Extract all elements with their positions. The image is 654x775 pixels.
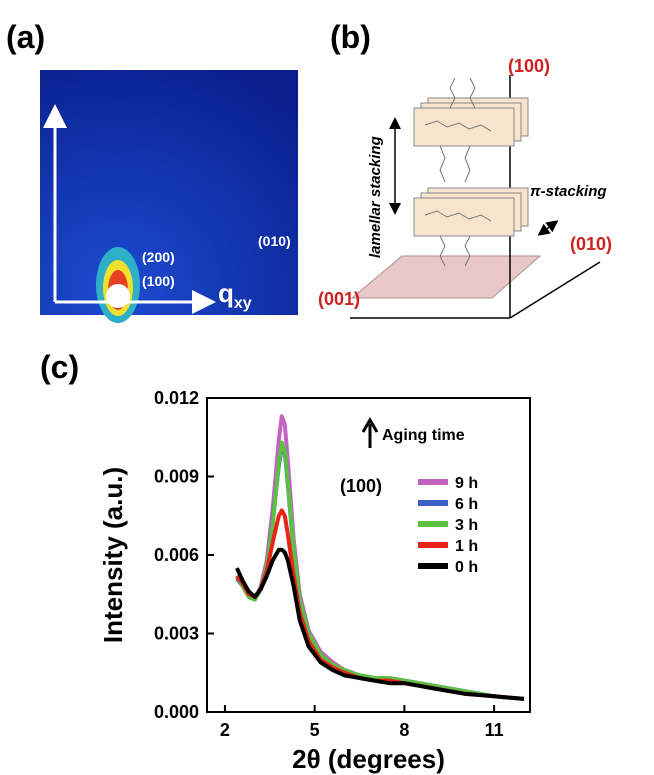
axis-label: qxy (218, 278, 252, 312)
beam-stop (106, 284, 130, 308)
y-tick-label: 0.006 (154, 545, 199, 565)
peak-label: (200) (142, 249, 175, 265)
double-arrow (537, 220, 559, 236)
panel-label: (a) (6, 19, 45, 55)
x-tick-label: 5 (310, 720, 320, 740)
data-line (235, 547, 525, 701)
plot: 0.000 0.003 0.006 0.009 0.012 2 5 8 11 2θ (degree… (98, 388, 531, 774)
y-tick-label: 0.000 (154, 702, 199, 722)
direction-label: (001) (318, 289, 360, 309)
symbol: q (218, 278, 234, 308)
x-tick-label: 11 (485, 720, 504, 740)
subscript: z (26, 183, 34, 200)
annotation: lamellar stacking (367, 136, 384, 258)
y-tick-label: 0.012 (154, 388, 199, 408)
annotation: (100) (340, 476, 382, 496)
y-tick-label: 0.009 (154, 467, 199, 487)
axis-label: qz (10, 166, 34, 200)
y-axis-label: Intensity (a.u.) (98, 467, 128, 643)
y-tick-label: 0.003 (154, 624, 199, 644)
substrate-plane (350, 255, 542, 299)
panel-label: (b) (330, 19, 371, 55)
legend-label: 1 h (455, 538, 478, 555)
legend-label: 3 h (455, 517, 478, 534)
x-axis-label: 2θ (degrees) (292, 744, 445, 774)
axis-line (509, 261, 601, 319)
direction-label: (100) (508, 56, 550, 76)
subscript: xy (234, 295, 252, 312)
molecule-stack (413, 97, 529, 237)
annotation: π-stacking (530, 183, 607, 200)
legend-arrow (361, 417, 379, 448)
x-tick-label: 2 (220, 720, 230, 740)
x-tick-label: 8 (399, 720, 409, 740)
legend-title: Aging time (382, 427, 465, 444)
legend-label: 0 h (455, 559, 478, 576)
peak-label: (100) (142, 273, 175, 289)
panel-label: (c) (40, 349, 79, 385)
legend-label: 6 h (455, 496, 478, 513)
data-line (235, 508, 525, 701)
detector-image (40, 70, 298, 315)
symbol: q (10, 166, 26, 196)
peak-label: (010) (258, 233, 291, 249)
legend-label: 9 h (455, 475, 478, 492)
alkyl-chains (424, 77, 492, 267)
direction-label: (010) (570, 234, 612, 254)
